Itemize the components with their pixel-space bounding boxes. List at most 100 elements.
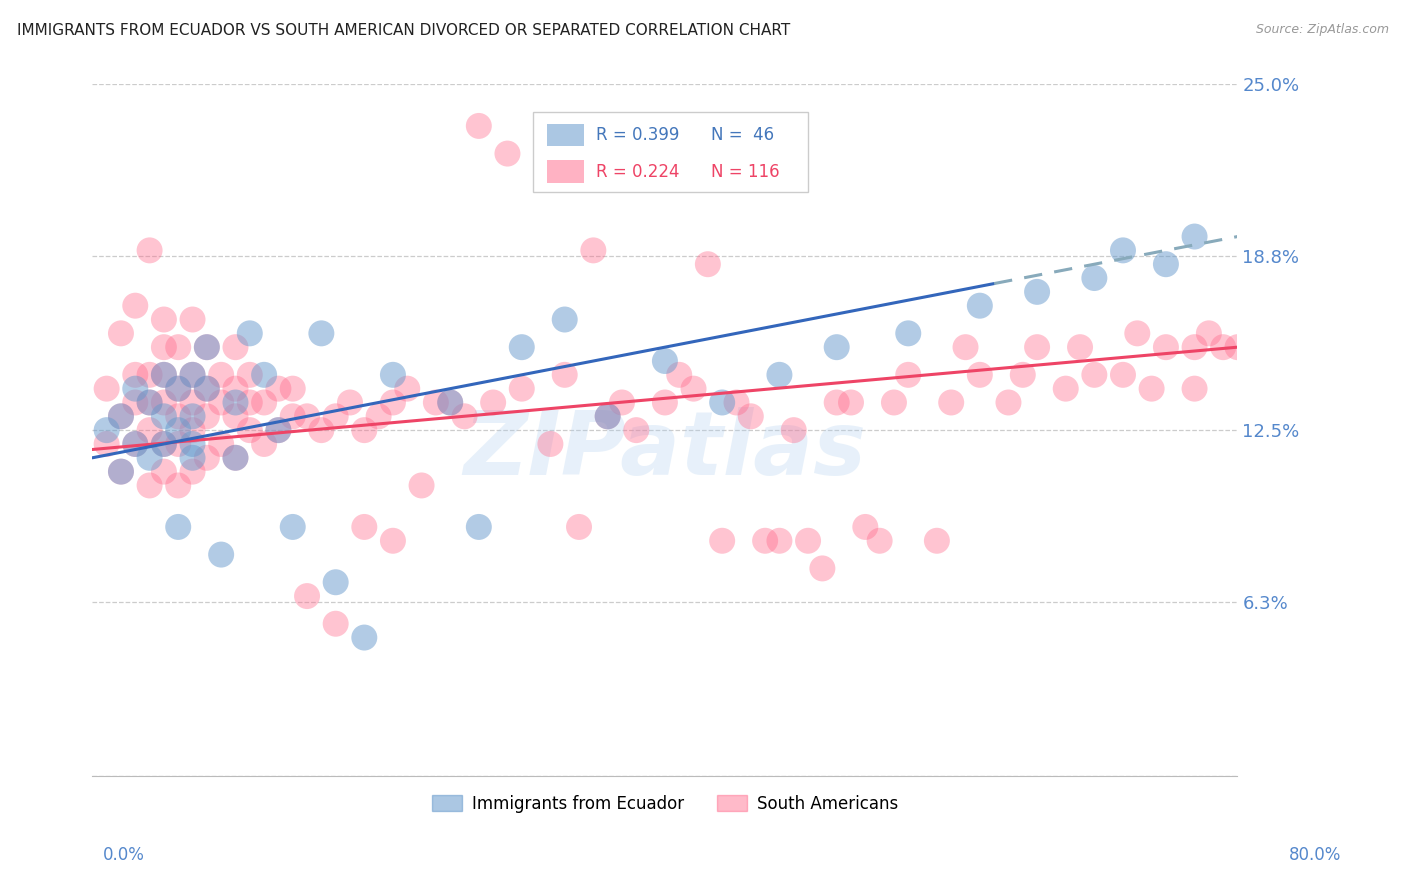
Point [267, 423, 290, 437]
Point [1112, 244, 1135, 258]
Point [1126, 326, 1149, 341]
Point [281, 409, 304, 424]
Point [610, 395, 633, 409]
Point [138, 423, 160, 437]
Text: R = 0.399: R = 0.399 [596, 126, 679, 144]
Point [596, 409, 619, 424]
Point [110, 465, 132, 479]
Point [181, 423, 204, 437]
Point [195, 450, 218, 465]
Point [167, 478, 190, 492]
Point [138, 450, 160, 465]
Point [311, 326, 333, 341]
Point [267, 382, 290, 396]
Point [195, 382, 218, 396]
Text: IMMIGRANTS FROM ECUADOR VS SOUTH AMERICAN DIVORCED OR SEPARATED CORRELATION CHAR: IMMIGRANTS FROM ECUADOR VS SOUTH AMERICA… [17, 23, 790, 38]
Point [538, 437, 561, 451]
Point [425, 395, 447, 409]
Point [997, 395, 1019, 409]
Point [253, 368, 276, 382]
Point [224, 450, 246, 465]
Point [224, 409, 246, 424]
Text: 0.0%: 0.0% [103, 846, 145, 863]
Point [96, 437, 118, 451]
FancyBboxPatch shape [547, 161, 583, 183]
Point [740, 409, 762, 424]
Text: N =  46: N = 46 [710, 126, 773, 144]
Point [239, 395, 262, 409]
Point [568, 520, 591, 534]
Point [153, 312, 176, 326]
Point [1369, 312, 1392, 326]
Point [153, 340, 176, 354]
Point [496, 146, 519, 161]
Point [181, 368, 204, 382]
Point [510, 340, 533, 354]
Point [124, 437, 146, 451]
Point [195, 409, 218, 424]
Point [626, 423, 648, 437]
Point [711, 533, 734, 548]
Point [181, 409, 204, 424]
Point [153, 409, 176, 424]
Point [124, 437, 146, 451]
Point [253, 437, 276, 451]
Point [295, 409, 318, 424]
Point [209, 437, 232, 451]
Point [825, 340, 848, 354]
Point [482, 395, 505, 409]
Point [1083, 271, 1105, 285]
Point [682, 382, 704, 396]
Point [96, 423, 118, 437]
Point [224, 340, 246, 354]
Point [353, 631, 375, 645]
Point [897, 368, 920, 382]
Point [897, 326, 920, 341]
Point [1256, 368, 1278, 382]
Point [1154, 257, 1177, 271]
Point [167, 409, 190, 424]
Point [883, 395, 905, 409]
Point [1341, 326, 1364, 341]
Point [353, 520, 375, 534]
Point [167, 382, 190, 396]
Point [181, 450, 204, 465]
Point [754, 533, 776, 548]
Point [209, 395, 232, 409]
Legend: Immigrants from Ecuador, South Americans: Immigrants from Ecuador, South Americans [425, 788, 905, 820]
Point [181, 312, 204, 326]
Point [839, 395, 862, 409]
Point [110, 326, 132, 341]
Point [925, 533, 948, 548]
Point [439, 395, 461, 409]
Point [768, 533, 790, 548]
Point [381, 368, 404, 382]
Text: Source: ZipAtlas.com: Source: ZipAtlas.com [1256, 23, 1389, 37]
Point [153, 437, 176, 451]
Text: R = 0.224: R = 0.224 [596, 162, 679, 180]
Point [1069, 340, 1091, 354]
Point [311, 423, 333, 437]
Point [181, 395, 204, 409]
Point [325, 575, 347, 590]
Point [1212, 340, 1234, 354]
Point [239, 423, 262, 437]
Point [167, 423, 190, 437]
Point [554, 368, 576, 382]
FancyBboxPatch shape [547, 124, 583, 146]
Point [1226, 340, 1249, 354]
Point [396, 382, 419, 396]
Point [869, 533, 891, 548]
Point [510, 382, 533, 396]
Point [281, 382, 304, 396]
Point [797, 533, 820, 548]
Point [138, 244, 160, 258]
Point [124, 382, 146, 396]
Point [1184, 340, 1206, 354]
Point [1154, 340, 1177, 354]
Point [468, 119, 491, 133]
Point [468, 520, 491, 534]
Point [295, 589, 318, 603]
Point [1112, 368, 1135, 382]
Point [1011, 368, 1033, 382]
